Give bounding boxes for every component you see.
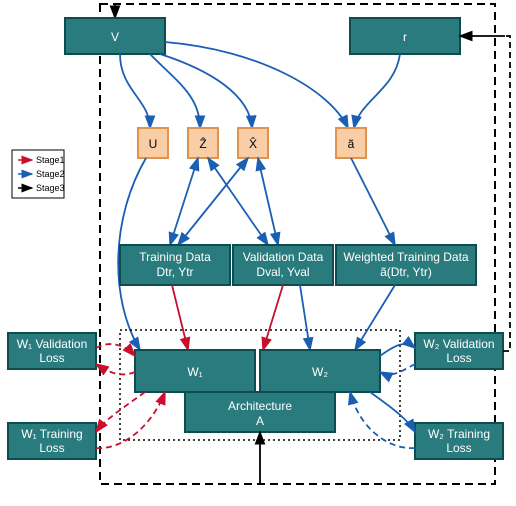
node-Z: Ẑ — [188, 128, 218, 158]
diagram-canvas: V r U Ẑ X̂ ã Training Data Dtr, Ytr Va… — [0, 0, 516, 506]
edge-val-W2 — [300, 285, 310, 350]
label-W2val-sub: Loss — [446, 351, 471, 365]
label-W2tr-sub: Loss — [446, 441, 471, 455]
edge-W2val-to-W2 — [380, 364, 415, 374]
edge-wtrain-W2 — [355, 285, 395, 350]
label-A: Architecture — [228, 399, 292, 413]
label-wtrain-sub: ã(Dtr, Ytr) — [380, 265, 432, 279]
label-val: Validation Data — [243, 250, 324, 264]
edge-V-a — [165, 42, 348, 128]
edge-val-W1 — [263, 285, 283, 350]
edge-W1-to-W1val — [96, 364, 135, 374]
node-training-data: Training Data Dtr, Ytr — [120, 245, 230, 285]
label-A-sub: A — [256, 414, 264, 428]
edge-W1val-to-W1 — [96, 344, 135, 356]
edge-a-wtrain — [351, 158, 395, 245]
legend: Stage1 Stage2 Stage3 — [12, 150, 65, 198]
node-X: X̂ — [238, 128, 268, 158]
label-train-sub: Dtr, Ytr — [156, 265, 193, 279]
label-V: V — [111, 30, 119, 44]
label-r: r — [403, 30, 407, 44]
edge-W2val-loop-to-r — [503, 36, 510, 351]
edge-r-a — [354, 54, 400, 128]
legend-stage1: Stage1 — [36, 155, 65, 165]
edge-W2-to-W2val — [380, 344, 415, 356]
edge-V-X — [160, 54, 252, 128]
node-W1-tr-loss: W₁ Training Loss — [8, 423, 96, 459]
edge-V-Z — [150, 54, 200, 128]
node-W2-val-loss: W₂ Validation Loss — [415, 333, 503, 369]
node-W2-tr-loss: W₂ Training Loss — [415, 423, 503, 459]
node-a: ã — [336, 128, 366, 158]
edge-X-val — [258, 158, 278, 245]
label-X: X̂ — [249, 136, 257, 151]
edge-W2-to-W2tr — [370, 392, 415, 432]
node-W1-val-loss: W₁ Validation Loss — [8, 333, 96, 369]
edge-train-W1 — [172, 285, 188, 350]
label-W2: W₂ — [312, 365, 328, 379]
legend-stage3: Stage3 — [36, 183, 65, 193]
legend-stage2: Stage2 — [36, 169, 65, 179]
label-train: Training Data — [139, 250, 211, 264]
edge-V-U — [120, 54, 150, 128]
label-val-sub: Dval, Yval — [256, 265, 309, 279]
label-W1: W₁ — [187, 365, 202, 379]
node-validation-data: Validation Data Dval, Yval — [233, 245, 333, 285]
edge-Z-train — [170, 158, 198, 245]
node-weighted-training-data: Weighted Training Data ã(Dtr, Ytr) — [336, 245, 476, 285]
label-U: U — [149, 137, 158, 151]
label-W2tr: W₂ Training — [428, 427, 490, 441]
label-wtrain: Weighted Training Data — [343, 250, 469, 264]
label-W1val-sub: Loss — [39, 351, 64, 365]
label-W1tr-sub: Loss — [39, 441, 64, 455]
label-W1val: W₁ Validation — [17, 337, 88, 351]
label-a: ã — [348, 137, 355, 151]
node-U: U — [138, 128, 168, 158]
label-W2val: W₂ Validation — [423, 337, 494, 351]
label-Z: Ẑ — [199, 136, 206, 151]
label-W1tr: W₁ Training — [21, 427, 82, 441]
